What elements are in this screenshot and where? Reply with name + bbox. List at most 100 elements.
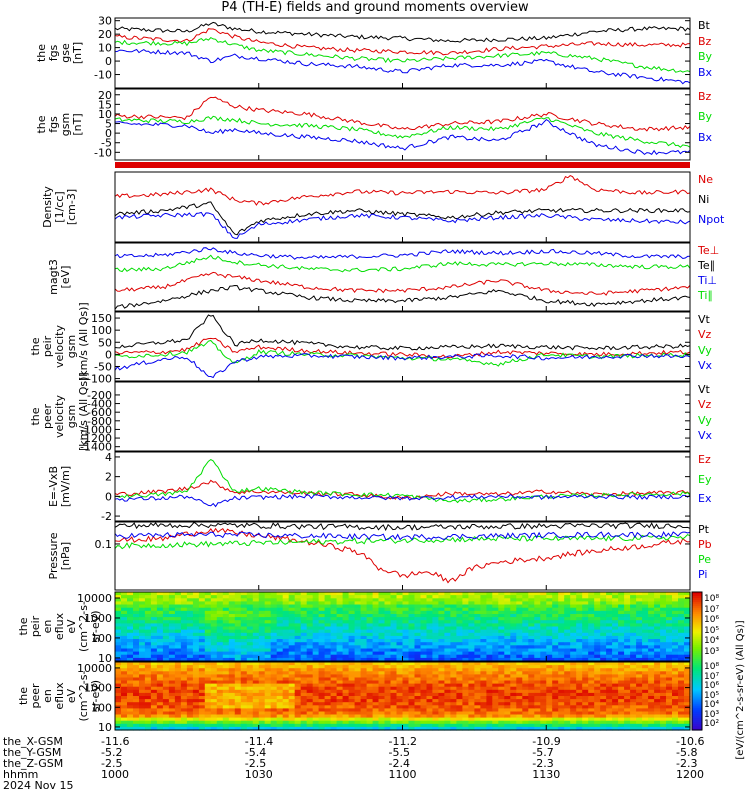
peir_spectrogram-ytick-label: 1000 xyxy=(84,612,112,625)
colorbar-tick-upper: 10⁵ xyxy=(704,625,720,636)
peir_velocity-legend-Vx: Vx xyxy=(698,359,713,372)
colorbar-cell xyxy=(692,605,702,609)
fgs_gsm-frame xyxy=(114,88,691,161)
footer-value: 1100 xyxy=(388,768,417,781)
colorbar-cell xyxy=(692,613,702,617)
peer_velocity-ytick-label: -600 xyxy=(87,406,112,419)
fgs_gsm-ytick-label: -5 xyxy=(101,137,112,150)
footer-row-label: the_Y-GSM xyxy=(3,746,62,759)
footer-value: 1030 xyxy=(244,768,273,781)
density-frame xyxy=(114,171,691,243)
pressure-series-Pt xyxy=(114,521,691,532)
peir_velocity-ylabel: the peir velocity gsm [km/s (All Qs)] xyxy=(29,302,90,381)
colorbar-cell xyxy=(692,619,702,623)
peer_spectrogram-cells xyxy=(115,662,691,731)
peer_spectrogram-ytick-label: 1000 xyxy=(84,682,112,695)
density-ylabel: Density [1/cc] [cm-3] xyxy=(41,186,78,228)
colorbar-cell xyxy=(692,690,702,694)
efield-series-Ex xyxy=(114,493,691,508)
footer-row-label: the_X-GSM xyxy=(3,735,63,748)
fgs_gsm-ylabel: the fgs gsm [nT] xyxy=(35,112,84,137)
colorbar-cell xyxy=(692,674,702,678)
density-series-Ne xyxy=(114,175,691,206)
colorbar-cell xyxy=(692,643,702,646)
colorbar-cell xyxy=(692,666,702,670)
footer-value: -5.8 xyxy=(676,746,698,759)
footer-value: 1000 xyxy=(101,768,129,781)
density-legend-Ne: Ne xyxy=(698,173,713,186)
fgs_gse-series-By xyxy=(114,36,691,73)
footer-value: -10.6 xyxy=(676,735,705,748)
colorbar-cell xyxy=(692,621,702,625)
peir_spectrogram-cells xyxy=(115,592,691,662)
peir_velocity-ytick-label: 150 xyxy=(91,312,112,325)
colorbar-cell xyxy=(692,655,702,658)
pressure-legend-Pb: Pb xyxy=(698,538,712,552)
peir_spectrogram-ytick-label: 10000 xyxy=(77,592,112,605)
fgs_gse-ytick-label: 10 xyxy=(98,42,112,55)
fgs_gsm-series-Bx xyxy=(114,118,691,156)
colorbar-cell xyxy=(692,704,702,707)
fgs_gse-legend-Bx: Bx xyxy=(698,65,713,79)
colorbar-tick-lower: 10³ xyxy=(704,709,720,720)
peer_velocity-legend-Vz: Vz xyxy=(698,398,712,412)
fgs_gse-series-Bx xyxy=(114,48,691,85)
colorbar-cell xyxy=(692,682,702,686)
colorbar-cell xyxy=(692,680,702,684)
colorbar-tick-upper: 10⁶ xyxy=(704,615,720,625)
colorbar-cell xyxy=(692,597,702,601)
footer-value: -11.4 xyxy=(244,735,274,748)
colorbar-cell xyxy=(692,720,702,723)
footer-value: -2.3 xyxy=(532,757,554,770)
colorbar-title: [eV/(cm^2-s-sr-eV) (All Qs)] xyxy=(735,620,746,760)
fgs_gsm-ytick-label: 20 xyxy=(98,89,112,102)
colorbar-cell xyxy=(692,712,702,715)
peir_velocity-ytick-label: -100 xyxy=(87,373,112,386)
plot-title: P4 (TH-E) fields and ground moments over… xyxy=(221,0,529,15)
colorbar-cell xyxy=(692,635,702,638)
peir_velocity-series-Vx xyxy=(114,353,691,379)
colorbar-tick-upper: 10⁴ xyxy=(704,636,720,646)
peir_velocity-legend-Vy: Vy xyxy=(698,343,712,357)
efield-ytick-label: 4 xyxy=(105,451,112,464)
density-legend-Ni: Ni xyxy=(698,193,710,206)
colorbar-cell xyxy=(692,637,702,640)
peir_velocity-ytick-label: 0 xyxy=(105,348,112,361)
fgs_gse-series-Bt xyxy=(114,21,691,43)
footer-value: -10.9 xyxy=(532,735,561,748)
footer-value: -11.6 xyxy=(101,735,130,748)
colorbar-cell xyxy=(692,708,702,711)
fgs_gsm-ytick-label: -10 xyxy=(94,146,112,159)
fgs_gse-series-Bz xyxy=(114,28,691,56)
fgs_gse-legend-Bz: Bz xyxy=(698,34,712,48)
colorbar-cell xyxy=(692,651,702,654)
temperature-series-Ti⊥ xyxy=(114,247,691,260)
colorbar-tick-upper: 10³ xyxy=(704,646,720,657)
colorbar-cell xyxy=(692,676,702,680)
fgs_gsm-series-Bz xyxy=(114,96,691,132)
peir_velocity-series-Vt xyxy=(114,314,691,351)
footer-value: -2.4 xyxy=(388,757,410,770)
peer_velocity-ylabel: the peer velocity gsm [km/s (All Qs)] xyxy=(29,372,90,451)
colorbar-cell xyxy=(692,724,702,727)
efield-legend-Ey: Ey xyxy=(698,472,712,486)
colorbar-cell xyxy=(692,649,702,652)
colorbar-cell xyxy=(692,641,702,644)
fgs_gsm-series-By xyxy=(114,115,691,148)
temperature-legend-Ti⊥: Ti⊥ xyxy=(698,274,718,288)
peer_velocity-ytick-label: -200 xyxy=(87,389,112,402)
fgs_gse-ytick-label: 0 xyxy=(105,55,112,68)
peer_velocity-ytick-label: -400 xyxy=(87,398,112,411)
efield-ytick-label: -2 xyxy=(101,510,112,523)
colorbar-tick-lower: 10⁶ xyxy=(704,681,720,691)
colorbar-cell xyxy=(692,668,702,672)
density-series-Ni xyxy=(114,201,691,236)
peir_spectrogram-ylabel: the peir en eflux eV (cm^2-s-sr-eV) xyxy=(17,601,102,652)
peer_velocity-legend-Vy: Vy xyxy=(698,413,712,427)
temperature-frame xyxy=(114,242,691,312)
colorbar-tick-lower: 10² xyxy=(704,719,720,729)
pressure-legend-Pi: Pi xyxy=(698,568,708,582)
colorbar-cell xyxy=(692,718,702,721)
colorbar-cell xyxy=(692,607,702,611)
colorbar-cell xyxy=(692,661,702,664)
